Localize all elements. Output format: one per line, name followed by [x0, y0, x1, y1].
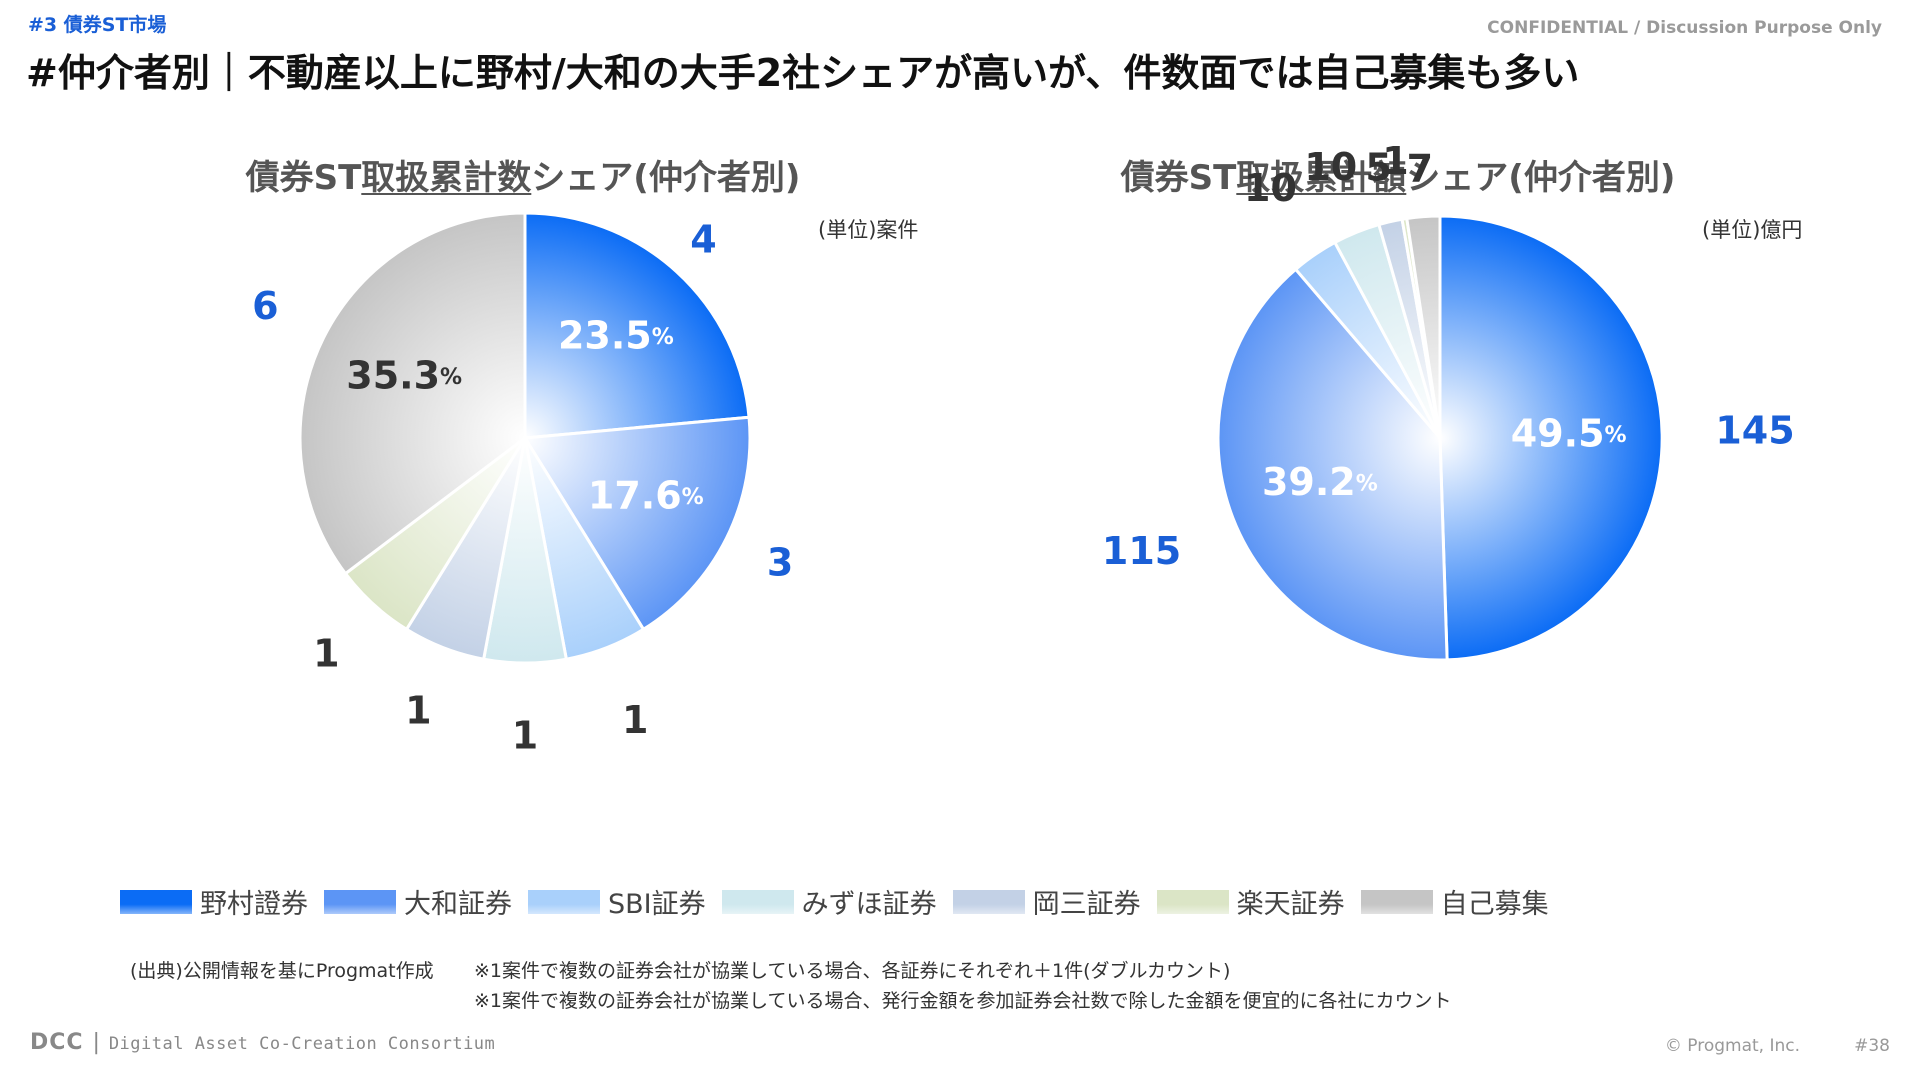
- value-label-self: 7: [1407, 146, 1433, 190]
- page-number: #38: [1854, 1036, 1890, 1056]
- legend-label: SBI証券: [608, 889, 706, 920]
- legend-swatch-rakuten: [1156, 889, 1229, 914]
- value-label-sbi: 10: [1244, 166, 1297, 210]
- legend-swatch-mizuho: [721, 889, 794, 914]
- chart-title-count-underlined: 取扱累計数: [361, 158, 532, 198]
- section-tag: #3 債券ST市場: [28, 14, 167, 36]
- value-label-nomura: 145: [1715, 408, 1794, 452]
- value-label-okasan: 5: [1365, 145, 1391, 189]
- value-label-daiwa: 3: [767, 541, 793, 585]
- legend-label: 大和証券: [404, 889, 512, 920]
- pie-slice-nomura: [1438, 214, 1664, 662]
- source-note: (出典)公開情報を基にProgmat作成: [130, 960, 434, 982]
- legend-label: 楽天証券: [1236, 889, 1345, 920]
- legend-item-mizuho: みずほ証券: [721, 882, 937, 921]
- chart-title-amount-underlined: 取扱累計額: [1236, 158, 1407, 198]
- pie-slice-daiwa: [522, 415, 752, 632]
- chart-title-count-post: シェア(仲介者別): [531, 158, 801, 198]
- chart-title-count: 債券ST取扱累計数シェア(仲介者別): [246, 150, 801, 199]
- legend-label: みずほ証券: [801, 889, 937, 920]
- copyright: © Progmat, Inc.: [1664, 1036, 1800, 1056]
- logo-separator: |: [89, 1030, 103, 1055]
- value-label-daiwa: 115: [1102, 529, 1181, 573]
- legend-item-daiwa: 大和証券: [324, 882, 512, 921]
- value-label-self: 6: [252, 284, 278, 328]
- legend-label: 野村證券: [200, 889, 308, 920]
- footer-logo: DCC | Digital Asset Co-Creation Consortium: [30, 1030, 495, 1055]
- footnote-amount: ※1案件で複数の証券会社が協業している場合、発行金額を参加証券会社数で除した金額…: [474, 990, 1452, 1012]
- value-label-nomura: 4: [690, 218, 716, 262]
- consortium-name: Digital Asset Co-Creation Consortium: [108, 1034, 496, 1054]
- chart-title-count-pre: 債券ST: [245, 158, 362, 198]
- legend-label: 岡三証券: [1032, 889, 1141, 920]
- page-title: #仲介者別｜不動産以上に野村/大和の大手2社シェアが高いが、件数面では自己募集も…: [26, 51, 1580, 95]
- chart-unit-count: (単位)案件: [818, 218, 919, 242]
- legend-swatch-nomura: [120, 889, 192, 914]
- pie-slice-self: [298, 211, 527, 576]
- legend-swatch-okasan: [952, 889, 1025, 914]
- pie-slice-nomura: [523, 211, 751, 440]
- confidential-label: CONFIDENTIAL / Discussion Purpose Only: [1487, 18, 1882, 38]
- legend-item-nomura: 野村證券: [120, 882, 308, 921]
- legend-item-sbi: SBI証券: [528, 882, 706, 921]
- chart-unit-amount: (単位)億円: [1702, 218, 1803, 242]
- footnote-count: ※1案件で複数の証券会社が協業している場合、各証券にそれぞれ＋1件(ダブルカウン…: [474, 960, 1231, 982]
- chart-title-amount: 債券ST取扱累計額シェア(仲介者別): [1121, 150, 1676, 199]
- pie-slice-self: [1405, 214, 1442, 439]
- legend-label: 自己募集: [1440, 889, 1549, 920]
- value-label-mizuho: 1: [512, 714, 538, 758]
- value-label-rakuten: 1: [1382, 139, 1408, 183]
- value-label-mizuho: 10: [1304, 145, 1357, 189]
- chart-title-amount-post: シェア(仲介者別): [1406, 158, 1676, 198]
- pie-slice-daiwa: [1216, 267, 1449, 662]
- legend-item-self: 自己募集: [1360, 882, 1549, 921]
- chart-title-amount-pre: 債券ST: [1120, 158, 1237, 198]
- legend-item-rakuten: 楽天証券: [1156, 882, 1345, 921]
- legend: 野村證券 大和証券 SBI証券 みずほ証券 岡三証券 楽天証券 自己募集: [120, 882, 1549, 921]
- legend-swatch-sbi: [528, 889, 600, 914]
- legend-swatch-daiwa: [324, 889, 396, 914]
- value-label-okasan: 1: [405, 689, 431, 733]
- legend-item-okasan: 岡三証券: [952, 882, 1141, 921]
- legend-swatch-self: [1360, 889, 1433, 914]
- value-label-rakuten: 1: [313, 632, 339, 676]
- dcc-logo: DCC: [30, 1030, 84, 1055]
- value-label-sbi: 1: [622, 698, 648, 742]
